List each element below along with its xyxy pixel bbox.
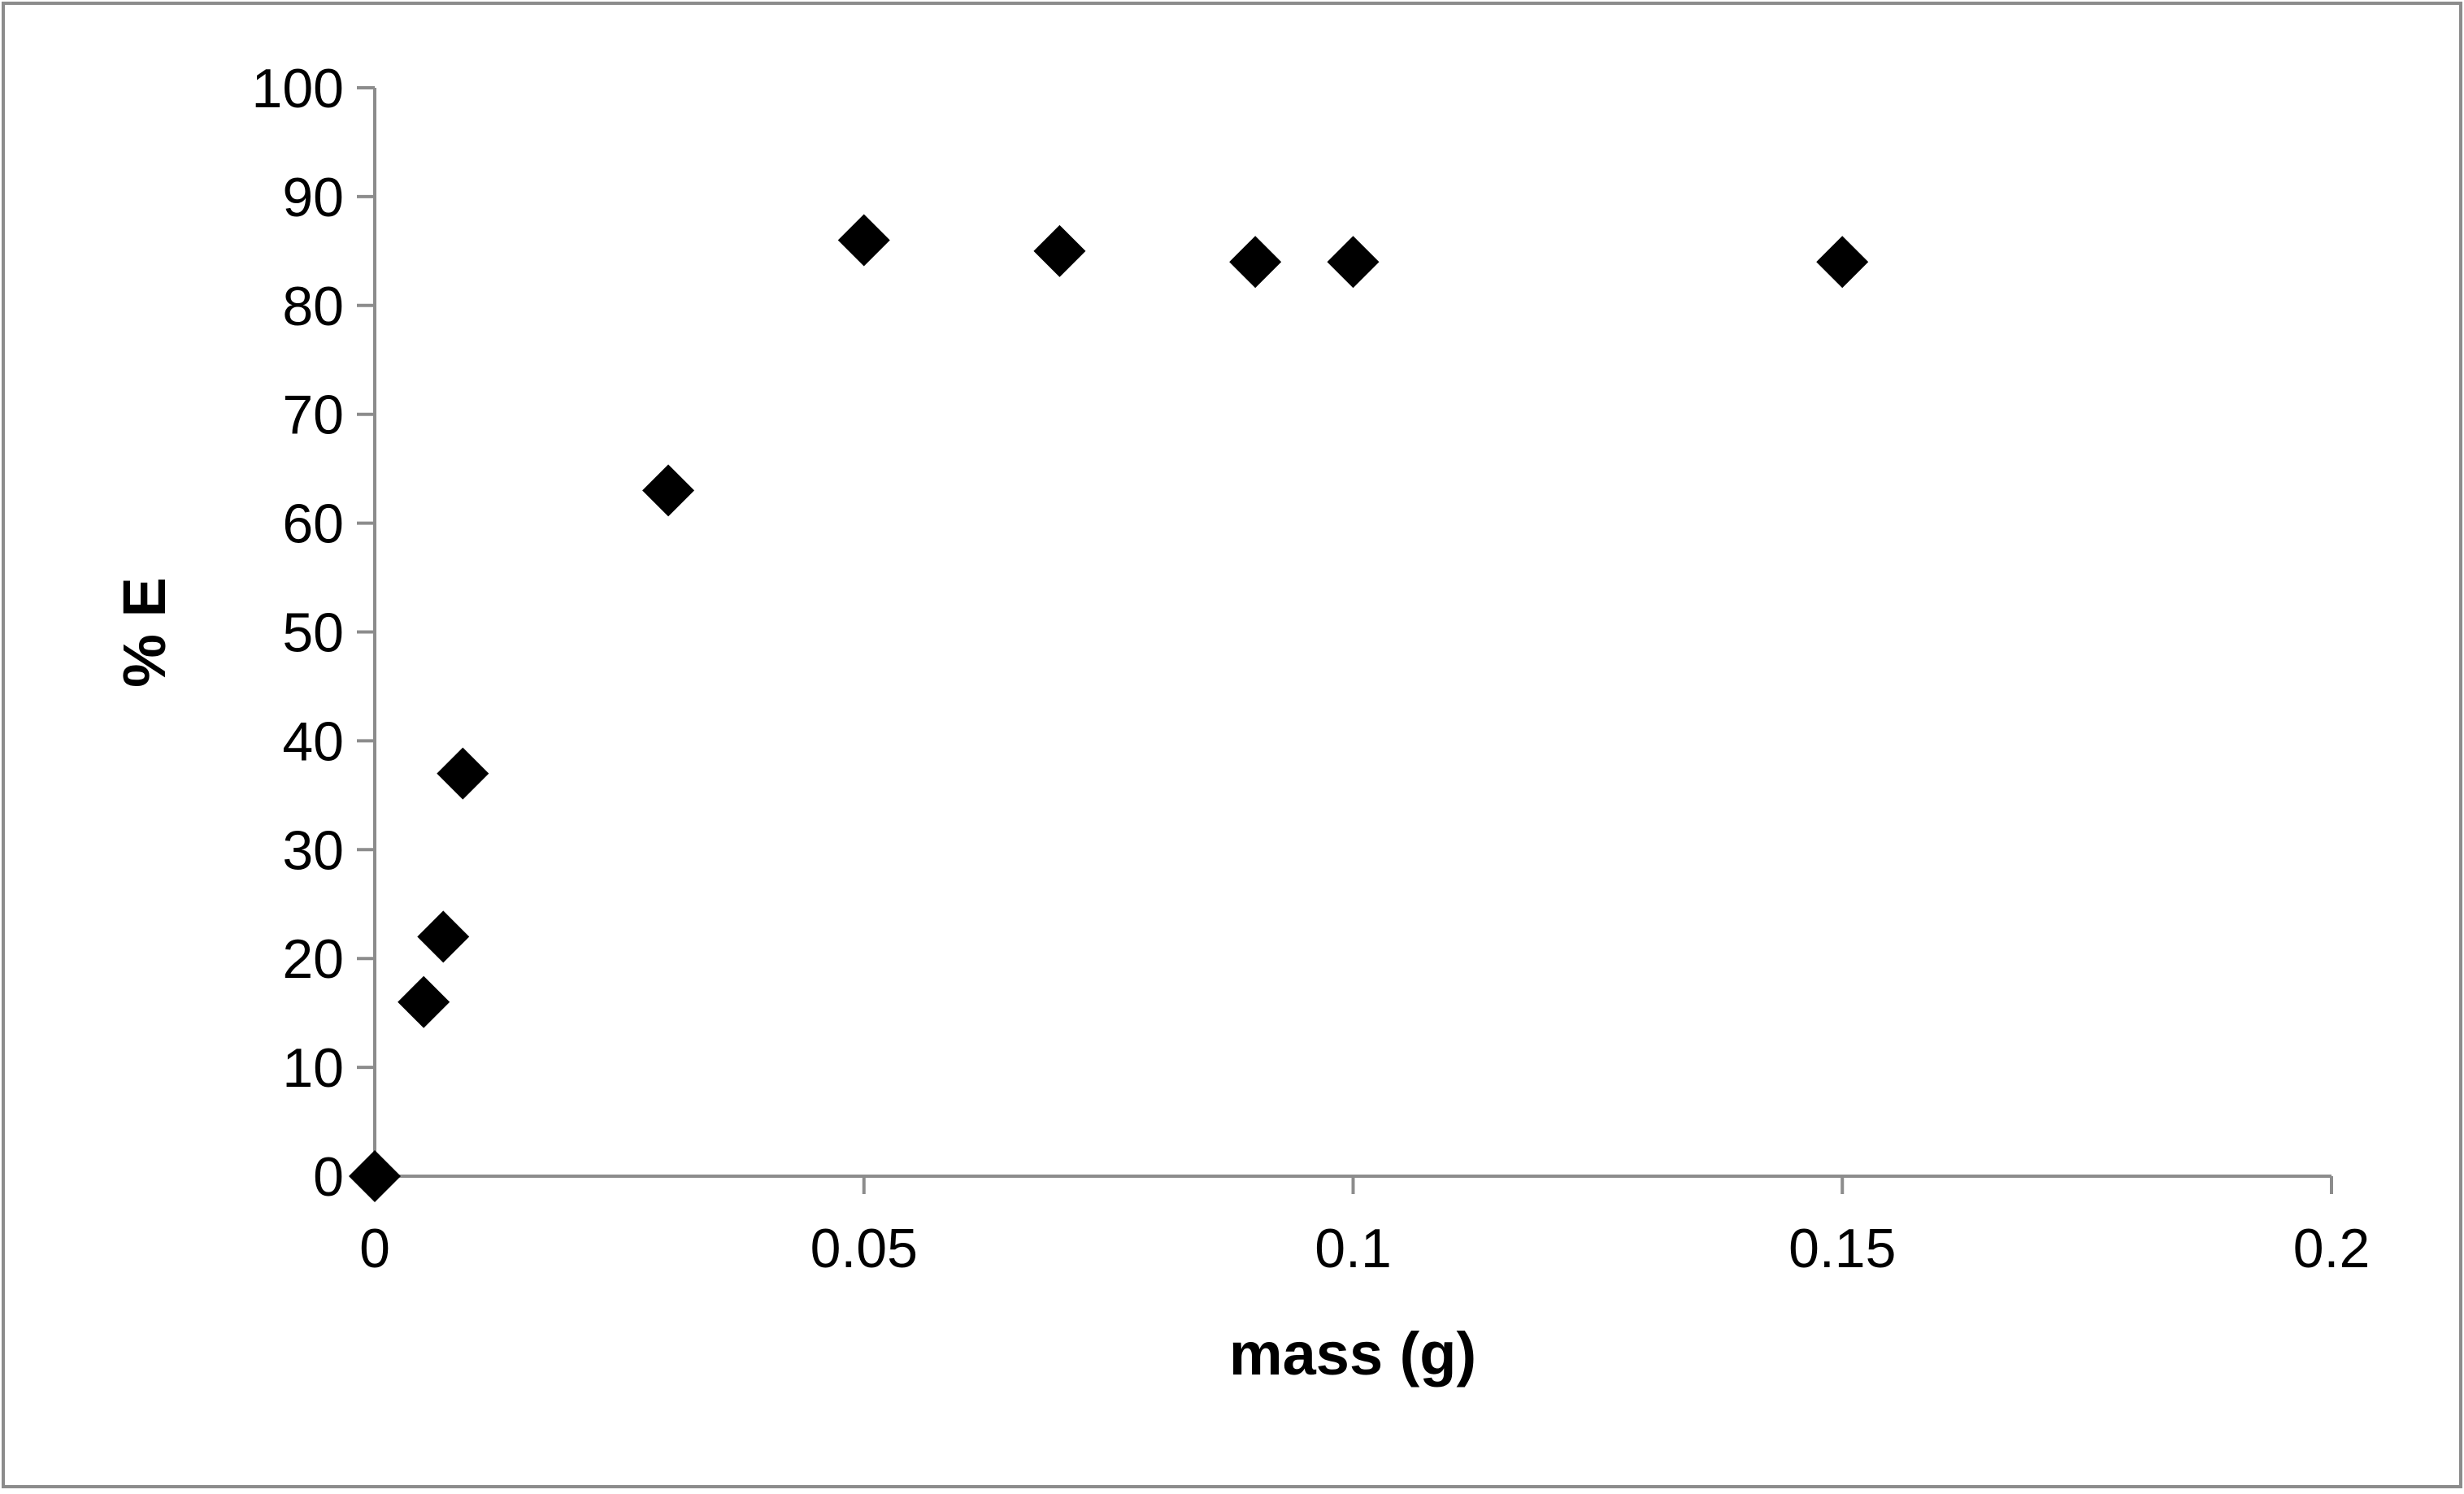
- x-axis-tick-labels: 0 0.05 0.1 0.15 0.2: [359, 1218, 2370, 1279]
- x-axis-title: mass (g): [1229, 1320, 1476, 1388]
- data-point-diamond: [349, 1150, 401, 1202]
- y-axis-title: % E: [111, 577, 178, 688]
- y-tick-label: 50: [282, 602, 344, 664]
- x-tick-label: 0.1: [1315, 1218, 1392, 1279]
- y-tick-label: 90: [282, 167, 344, 228]
- y-tick-label: 30: [282, 819, 344, 881]
- data-point-diamond: [417, 910, 470, 963]
- x-tick-label: 0.05: [810, 1218, 918, 1279]
- y-tick-label: 70: [282, 384, 344, 446]
- data-point-diamond: [1327, 236, 1380, 289]
- y-axis-tick-labels: 0 10 20 30 40 50 60 70 80 90 100: [252, 58, 344, 1208]
- y-tick-label: 100: [252, 58, 344, 119]
- y-tick-label: 40: [282, 710, 344, 772]
- y-tick-label: 10: [282, 1037, 344, 1099]
- x-tick-label: 0.2: [2293, 1218, 2371, 1279]
- y-tick-label: 80: [282, 276, 344, 337]
- y-tick-label: 20: [282, 928, 344, 990]
- y-tick-label: 60: [282, 493, 344, 555]
- data-point-diamond: [1229, 236, 1282, 289]
- data-point-diamond: [837, 214, 890, 267]
- data-points: [349, 214, 1869, 1202]
- x-tick-label: 0.15: [1788, 1218, 1896, 1279]
- data-point-diamond: [437, 747, 489, 800]
- x-tick-label: 0: [359, 1218, 390, 1279]
- data-point-diamond: [1816, 236, 1869, 289]
- data-point-diamond: [1033, 224, 1086, 277]
- data-point-diamond: [398, 975, 450, 1028]
- data-point-diamond: [642, 464, 695, 517]
- y-tick-label: 0: [313, 1146, 344, 1208]
